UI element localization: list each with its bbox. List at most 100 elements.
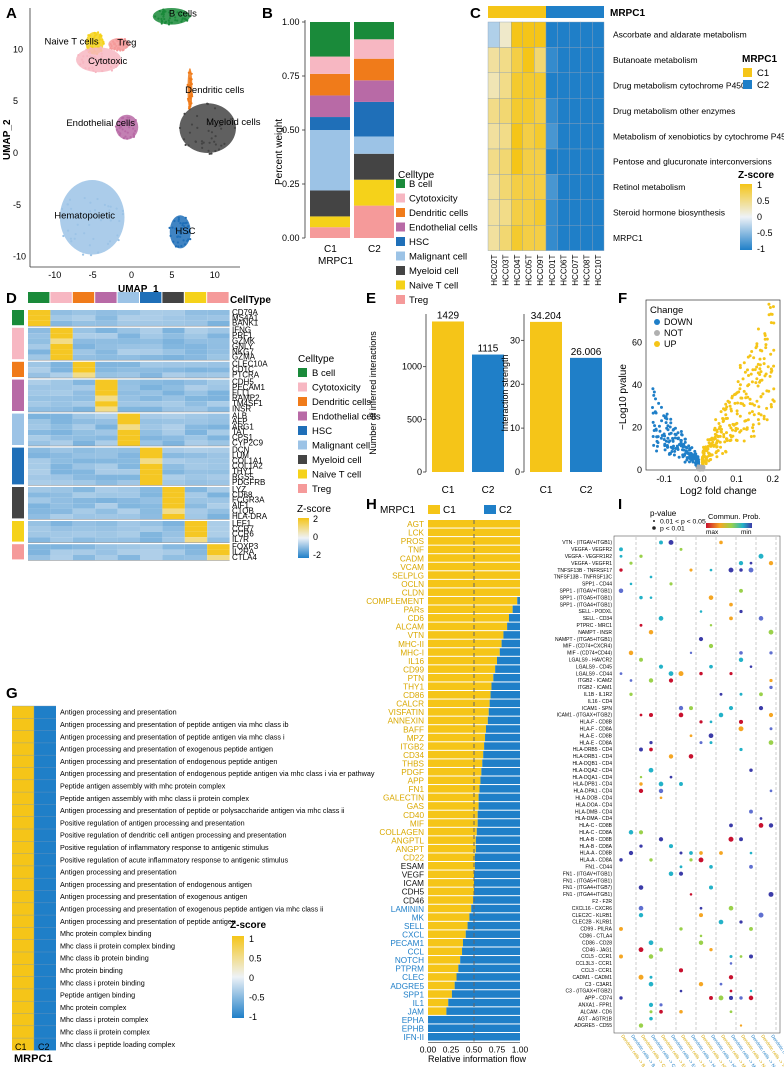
d-heatmap-cell bbox=[28, 349, 51, 355]
f-point bbox=[667, 432, 671, 436]
b-legend-swatch bbox=[396, 222, 405, 232]
d-heatmap-cell bbox=[117, 310, 140, 316]
i-dot bbox=[748, 954, 754, 959]
d-heatmap-cell bbox=[50, 453, 73, 459]
b-bar-segment bbox=[354, 205, 394, 238]
b-y-tick: 0.25 bbox=[282, 179, 300, 189]
i-row-label: HLA-C - CD8B bbox=[579, 823, 612, 829]
d-heatmap-cell bbox=[207, 406, 230, 412]
d-heatmap-cell bbox=[207, 521, 230, 527]
g-row-label: Antigen processing and presentation of p… bbox=[60, 806, 345, 815]
d-heatmap-cell bbox=[184, 487, 208, 493]
d-heatmap-cell bbox=[50, 338, 73, 344]
i-row-label: HLA-DPA1 - CD4 bbox=[573, 789, 612, 795]
h-category-label: CD34 bbox=[403, 751, 424, 760]
i-row-label: HLA-DMB - CD4 bbox=[575, 809, 612, 815]
i-dot bbox=[768, 891, 774, 897]
d-heatmap-cell bbox=[50, 344, 73, 350]
i-row-label: TNFSF13B - TNFRSF13C bbox=[554, 575, 613, 581]
umap-cell-point bbox=[162, 15, 165, 18]
umap-cell-point bbox=[85, 48, 88, 51]
f-point bbox=[680, 433, 684, 437]
umap-y-tick: 10 bbox=[13, 44, 23, 54]
d-header-swatch bbox=[72, 292, 95, 303]
d-heatmap-cell bbox=[28, 435, 51, 441]
umap-cell-point bbox=[86, 46, 89, 49]
f-point bbox=[664, 439, 668, 443]
umap-cell-point bbox=[109, 65, 113, 68]
d-heatmap-cell bbox=[50, 320, 73, 327]
d-heatmap-cell bbox=[117, 514, 140, 520]
i-dot bbox=[619, 554, 623, 558]
f-point bbox=[694, 452, 698, 456]
i-dot bbox=[769, 685, 773, 690]
d-heatmap-cell bbox=[95, 349, 118, 355]
h-bar-c1 bbox=[428, 947, 463, 956]
umap-cluster-label: Endothelial cells bbox=[66, 118, 135, 129]
i-row-label: CCL3L3 - CCR1 bbox=[576, 961, 613, 967]
h-bar-c2 bbox=[483, 750, 520, 759]
e2-y-tick: 10 bbox=[510, 423, 520, 433]
h-category-label: ITGB2 bbox=[400, 742, 424, 751]
h-category-label: CD6 bbox=[408, 614, 425, 623]
i-row-label: ADGRE5 - CD55 bbox=[574, 1023, 612, 1029]
h-category-label: CLEC bbox=[402, 973, 424, 982]
umap-cell-point bbox=[73, 237, 76, 240]
umap-cell-point bbox=[134, 129, 137, 132]
d-gene-label: LUM bbox=[232, 451, 249, 460]
c-heatmap-cell bbox=[592, 97, 605, 124]
g-row-label: Peptide antigen assembly with mhc class … bbox=[60, 794, 249, 803]
c-heatmap-cell bbox=[592, 224, 605, 251]
d-heatmap-cell bbox=[72, 508, 96, 514]
d-gene-label: TM4SF1 bbox=[232, 399, 263, 408]
f-point bbox=[755, 365, 759, 369]
g-row-label: Antigen processing and presentation of p… bbox=[60, 732, 285, 741]
d-header-swatch bbox=[117, 292, 139, 303]
f-point bbox=[676, 431, 680, 435]
h-bar-c1 bbox=[428, 562, 520, 571]
d-heatmap-cell bbox=[50, 508, 73, 514]
d-heatmap-cell bbox=[140, 469, 163, 475]
umap-cell-point bbox=[82, 60, 85, 63]
f-point bbox=[694, 456, 698, 460]
i-dot bbox=[639, 623, 643, 627]
d-heatmap-cell bbox=[28, 390, 51, 396]
d-heatmap-cell bbox=[95, 514, 118, 520]
d-heatmap-cell bbox=[95, 435, 118, 441]
g-row-label: Mhc class ib protein binding bbox=[60, 954, 149, 963]
i-row-label: C3 - (ITGAX+ITGB2) bbox=[565, 989, 612, 995]
c-annotation-c1 bbox=[488, 6, 546, 18]
d-heatmap-cell bbox=[72, 401, 96, 407]
d-heatmap-cell bbox=[184, 401, 208, 407]
d-heatmap-cell bbox=[117, 555, 140, 561]
i-row-label: HLA-B - CD8A bbox=[579, 844, 612, 850]
h-category-label: VISFATIN bbox=[388, 708, 424, 717]
d-heatmap-cell bbox=[50, 315, 73, 321]
umap-cell-point bbox=[116, 49, 119, 52]
d-gene-label: FOXP3 bbox=[232, 542, 259, 551]
c-row-label: Butanoate metabolism bbox=[613, 55, 698, 65]
f-point bbox=[702, 446, 706, 450]
d-heatmap-cell bbox=[95, 555, 118, 561]
b-bar-segment bbox=[310, 95, 350, 118]
umap-cell-point bbox=[109, 205, 112, 208]
umap-cell-point bbox=[168, 226, 171, 230]
i-row-label: HLA-DRB5 - CD4 bbox=[573, 747, 612, 753]
umap-cell-point bbox=[122, 44, 125, 47]
umap-cell-point bbox=[189, 71, 192, 74]
d-heatmap-cell bbox=[207, 338, 230, 344]
d-heatmap-cell bbox=[207, 327, 230, 334]
h-category-label: TNF bbox=[408, 546, 424, 555]
f-point bbox=[759, 413, 763, 417]
c-row-label: MRPC1 bbox=[613, 233, 643, 243]
h-bar-c2 bbox=[497, 656, 520, 665]
h-category-label: MHC-II bbox=[398, 640, 424, 649]
umap-cell-point bbox=[208, 123, 211, 126]
g-scale-tick: 1 bbox=[249, 934, 254, 944]
umap-cell-point bbox=[168, 21, 171, 24]
d-heatmap-cell bbox=[207, 429, 230, 436]
d-heatmap-cell bbox=[207, 555, 230, 561]
d-heatmap-cell bbox=[28, 327, 51, 334]
panel-label-e: E bbox=[366, 290, 376, 307]
